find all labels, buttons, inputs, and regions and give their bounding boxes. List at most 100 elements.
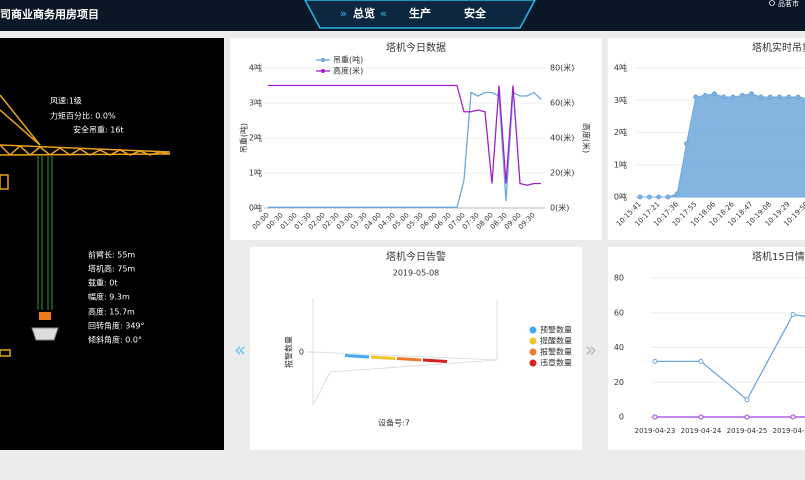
legend-dot <box>321 69 325 73</box>
chart-subtitle: 2019-05-08 <box>393 269 440 278</box>
point <box>698 414 704 420</box>
y-tick-label: 0吨 <box>249 203 262 213</box>
bar <box>371 355 395 360</box>
crane-panel <box>0 38 224 450</box>
crane-hook <box>39 312 51 320</box>
panel <box>608 247 805 450</box>
point <box>652 358 658 364</box>
bar <box>423 358 447 363</box>
line <box>268 84 541 186</box>
x-axis-title: 设备号:7 <box>378 418 410 428</box>
legend-label: 报警数量 <box>540 347 572 357</box>
x-tick-label: 2019-04-24 <box>681 427 722 435</box>
y-tick-label: 2吨 <box>249 133 262 143</box>
legend-label: 提醒数量 <box>540 336 572 346</box>
point <box>767 94 773 100</box>
next-arrow[interactable]: » <box>585 338 597 362</box>
y-tick-label: 1吨 <box>249 168 262 178</box>
point <box>790 311 796 317</box>
y2-tick-label: 20(米) <box>550 168 574 178</box>
y-tick-label: 4吨 <box>614 63 627 73</box>
point <box>777 94 782 100</box>
point <box>739 92 745 98</box>
tab[interactable]: 安全 <box>464 6 487 20</box>
point <box>652 414 658 420</box>
crane-drawing <box>0 94 171 357</box>
point <box>749 91 755 97</box>
chart-title: 塔机实时吊重 <box>752 41 805 54</box>
tab-arrow: « <box>380 7 387 20</box>
tab-arrow: » <box>340 7 347 20</box>
y2-tick-label: 0(米) <box>550 203 569 213</box>
crane-load <box>31 327 59 341</box>
crane-spec: 载重: 0t <box>88 278 117 288</box>
y-axis-title: 吊重(吨) <box>239 123 249 153</box>
crane-info: 安全吊重: 16t <box>73 125 124 135</box>
point <box>758 94 764 100</box>
legend-label: 预警数量 <box>540 325 572 335</box>
bar <box>345 354 369 359</box>
point <box>646 194 652 200</box>
y-tick-label: 0 <box>619 413 624 422</box>
y-tick-label: 0 <box>299 348 304 357</box>
point <box>790 414 796 420</box>
point <box>744 414 750 420</box>
y-tick-label: 0吨 <box>614 192 627 202</box>
point <box>684 141 689 147</box>
point <box>702 92 708 98</box>
x-tick-label: 2019-04-25 <box>727 427 768 435</box>
crane-spec: 回转角度: 349° <box>88 321 145 331</box>
chart-title: 塔机今日告警 <box>386 250 446 263</box>
line <box>268 91 542 208</box>
crane-spec: 塔机高: 75m <box>88 264 135 274</box>
chart-title: 塔机15日情况 <box>752 250 805 263</box>
legend-label: 高度(米) <box>333 66 363 76</box>
y-tick-label: 3吨 <box>249 98 262 108</box>
crane-spec: 倾斜角度: 0.0° <box>88 335 142 345</box>
y-tick-label: 80 <box>614 274 624 283</box>
point <box>744 397 750 403</box>
legend-dot <box>529 359 537 367</box>
point <box>795 94 801 100</box>
crane-spec: 高度: 15.7m <box>88 307 135 317</box>
y-tick-label: 20 <box>614 378 624 387</box>
y-tick-label: 4吨 <box>249 63 262 73</box>
panel <box>250 247 582 450</box>
tab[interactable]: 生产 <box>409 6 431 20</box>
point <box>637 194 643 200</box>
tab-frame <box>304 0 536 29</box>
y2-tick-label: 40(米) <box>550 133 574 143</box>
user-name[interactable]: 品茗市 <box>778 0 799 8</box>
legend-dot <box>529 326 537 334</box>
legend-dot <box>529 348 537 356</box>
point <box>730 94 736 100</box>
y-tick-label: 1吨 <box>614 159 627 169</box>
y-tick-label: 3吨 <box>614 95 627 105</box>
legend-dot <box>529 337 537 345</box>
chart: 0吨1吨2吨3吨4吨0(米)20(米)40(米)60(米)80(米)00:000… <box>249 55 575 232</box>
tab[interactable]: 总览 <box>353 6 375 20</box>
crane-cable <box>37 156 53 310</box>
point <box>711 91 717 97</box>
crane-spec: 幅度: 9.3m <box>88 292 130 302</box>
point <box>786 94 792 100</box>
point <box>693 94 699 100</box>
prev-arrow[interactable]: « <box>234 338 246 362</box>
y-tick-label: 40 <box>614 343 624 352</box>
crane-spec: 前臂长: 55m <box>88 250 135 260</box>
point <box>698 358 704 364</box>
chart-title: 塔机今日数据 <box>386 41 446 54</box>
y2-axis-title: 高度(米) <box>582 123 592 153</box>
chart: 0 20 40 60 80 2019-04-23 2019-04-24 2019-04-25 2… <box>614 274 805 435</box>
y2-tick-label: 80(米) <box>550 63 574 73</box>
user-icon <box>769 0 775 6</box>
x-tick-label: 2019-04-23 <box>635 427 676 435</box>
point <box>721 94 727 100</box>
point <box>656 194 662 200</box>
y-axis-title: 报警数量 <box>284 336 294 368</box>
project-title: 司商业商务用房项目 <box>0 7 99 21</box>
panel <box>230 38 602 240</box>
